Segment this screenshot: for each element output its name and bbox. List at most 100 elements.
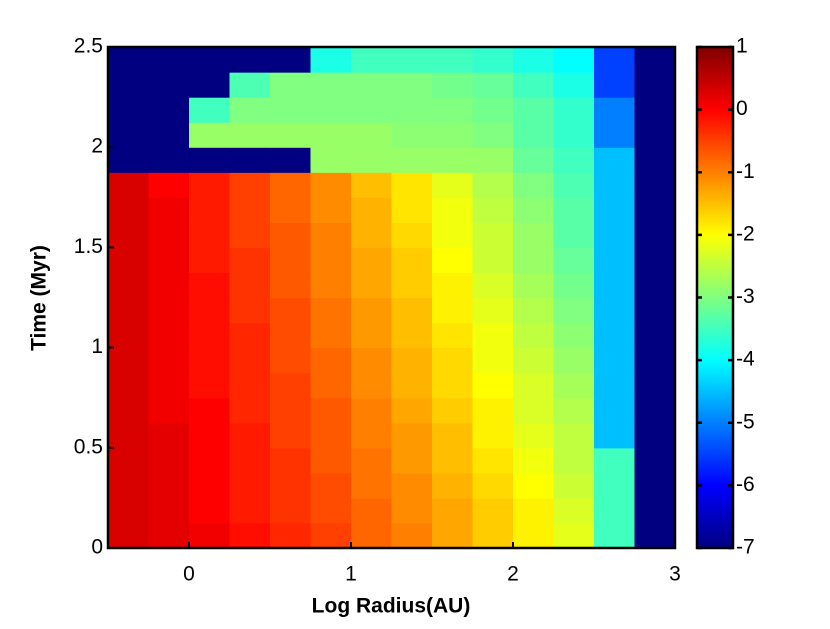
colorbar-step [697,277,733,281]
colorbar-step [697,430,733,434]
heat-cell [310,422,352,449]
heat-cell [189,472,231,499]
colorbar-step [697,300,733,304]
colorbar-tick-label: -5 [736,410,755,433]
colorbar-step [697,154,733,158]
colorbar-step [697,395,733,399]
colorbar-step [697,427,733,431]
colorbar-step [697,172,733,176]
colorbar-step [697,312,733,316]
heat-cell [229,222,271,248]
colorbar-step [697,112,733,116]
heat-cell [310,372,352,399]
heat-cell [634,197,675,223]
heat-cell [108,272,150,299]
colorbar-step [697,445,733,449]
heat-cell [553,372,595,399]
heat-cell [108,122,150,148]
colorbar-step [697,365,733,369]
colorbar-step [697,415,733,419]
heat-cell [351,372,393,399]
heat-cell [108,247,150,274]
colorbar-step [697,74,733,78]
heat-cell [594,472,636,499]
colorbar-step [697,370,733,374]
heat-cell [229,447,271,474]
heat-cell [391,322,433,349]
y-tick-label: 1.5 [74,235,103,258]
heat-cell [634,147,675,173]
colorbar-step [697,62,733,66]
colorbar-step [697,194,733,198]
colorbar-step [697,490,733,494]
colorbar-step [697,117,733,121]
colorbar-step [697,317,733,321]
colorbar-step [697,137,733,141]
colorbar-step [697,124,733,128]
heat-cell [310,122,352,148]
colorbar-step [697,217,733,221]
heat-cell [594,222,636,248]
colorbar-step [697,452,733,456]
heat-cell [189,122,231,148]
colorbar-step [697,492,733,496]
colorbar-step [697,239,733,243]
heat-cell [513,397,555,424]
heat-cell [108,147,150,173]
x-tick-label: 1 [345,563,357,586]
colorbar-step [697,342,733,346]
colorbar-step [697,82,733,86]
heat-cell [108,172,150,198]
colorbar-step [697,212,733,216]
heat-cell [189,172,231,198]
heat-cell [472,297,514,324]
heat-cell [189,197,231,223]
heat-cell [270,72,312,98]
heat-cell [594,372,636,399]
heat-cell [310,97,352,123]
colorbar-step [697,222,733,226]
colorbar-step [697,249,733,254]
colorbar-step [697,532,733,537]
heat-cell [148,272,190,299]
colorbar-step [697,184,733,188]
heat-cell [391,347,433,374]
heat-cell [553,147,595,173]
heat-cell [472,447,514,474]
colorbar-step [697,350,733,354]
heat-cell [553,72,595,98]
heat-cell [270,322,312,349]
heat-cell [513,297,555,324]
colorbar-step [697,257,733,261]
colorbar-step [697,119,733,123]
colorbar-step [697,540,733,544]
colorbar-step [697,289,733,294]
heat-cell [553,447,595,474]
heat-cell [148,322,190,349]
heat-cell [634,472,675,499]
heat-cell [270,222,312,248]
heat-cell [513,272,555,299]
colorbar-step [697,542,733,547]
heat-cell [553,472,595,499]
heat-cell [148,372,190,399]
colorbar-step [697,392,733,396]
heat-cell [148,422,190,449]
colorbar-step [697,527,733,532]
heat-cell [229,497,271,524]
heat-cell [594,497,636,524]
heat-cell [108,322,150,349]
colorbar-step [697,315,733,319]
colorbar-step [697,372,733,376]
heat-cell [108,472,150,499]
heat-cell [351,247,393,274]
heat-cell [148,172,190,198]
heat-cell [513,197,555,223]
colorbar-step [697,279,733,284]
colorbar-step [697,179,733,183]
heat-cell [432,347,474,374]
heat-cell [553,47,595,73]
colorbar-step [697,182,733,186]
heat-cell [229,147,271,173]
colorbar-step [697,497,733,502]
